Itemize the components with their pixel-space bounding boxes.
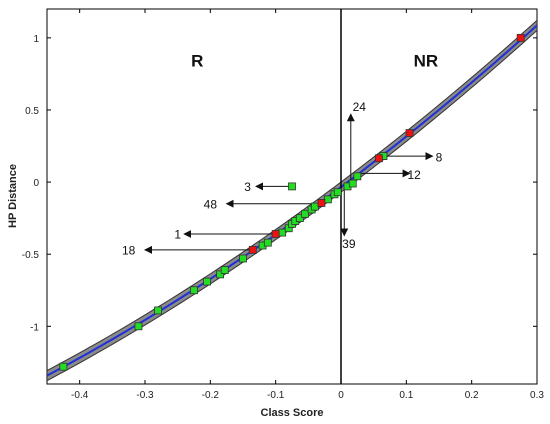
x-tick-label: -0.2	[202, 390, 220, 401]
x-tick-label: -0.4	[71, 390, 89, 401]
data-point	[216, 270, 225, 279]
annotation-label-48: 48	[204, 197, 218, 211]
data-point	[348, 179, 357, 188]
data-point	[333, 188, 342, 197]
data-point	[405, 129, 414, 137]
annotation-label-18: 18	[122, 244, 136, 258]
x-tick-label: 0	[338, 390, 344, 401]
data-point	[324, 195, 332, 204]
annotation-label-1: 1	[174, 228, 181, 242]
data-point	[263, 238, 272, 247]
y-axis-ticks: -1 -0.5 0 0.5 1	[22, 34, 537, 333]
annotation-layer: 24 8 12 3 48 1 18 39	[122, 100, 443, 258]
y-axis-title: HP Distance	[7, 164, 19, 228]
data-point	[516, 33, 525, 42]
y-tick-label: 0.5	[25, 106, 39, 117]
data-point	[248, 245, 257, 254]
data-point	[190, 286, 198, 295]
x-tick-label: 0.2	[465, 390, 479, 401]
data-point	[353, 172, 362, 181]
data-point	[239, 254, 247, 263]
data-points-layer	[59, 33, 525, 371]
annotation-label-3: 3	[244, 180, 251, 194]
data-point	[220, 266, 229, 274]
x-axis-title: Class Score	[261, 407, 324, 419]
data-point	[288, 182, 296, 191]
data-point	[310, 202, 319, 211]
region-label-nr: NR	[414, 52, 439, 71]
data-point	[271, 230, 280, 238]
x-tick-label: 0.1	[399, 390, 413, 401]
annotation-label-12: 12	[407, 168, 421, 182]
data-point	[278, 228, 287, 237]
data-point	[317, 199, 326, 207]
x-tick-label: 0.3	[530, 390, 544, 401]
y-tick-label: 1	[33, 34, 39, 45]
annotation-label-8: 8	[436, 151, 443, 165]
region-label-r: R	[191, 52, 203, 71]
x-tick-label: -0.1	[267, 390, 285, 401]
annotation-label-24: 24	[353, 100, 367, 114]
x-axis-ticks: -0.4 -0.3 -0.2 -0.1 0 0.1 0.2 0.3	[71, 9, 544, 401]
region-labels: R NR	[191, 52, 438, 71]
y-tick-label: 0	[33, 178, 39, 189]
data-point	[203, 277, 211, 286]
data-point	[134, 322, 143, 331]
x-tick-label: -0.3	[136, 390, 154, 401]
confidence-band	[47, 19, 537, 382]
y-tick-label: -0.5	[22, 250, 40, 261]
y-tick-label: -1	[30, 322, 39, 333]
annotation-label-39: 39	[342, 237, 356, 251]
data-point	[295, 214, 304, 223]
data-point	[154, 306, 162, 315]
data-point	[59, 362, 68, 371]
data-point	[301, 209, 309, 218]
plot-area	[46, 8, 538, 385]
data-point	[374, 154, 383, 163]
